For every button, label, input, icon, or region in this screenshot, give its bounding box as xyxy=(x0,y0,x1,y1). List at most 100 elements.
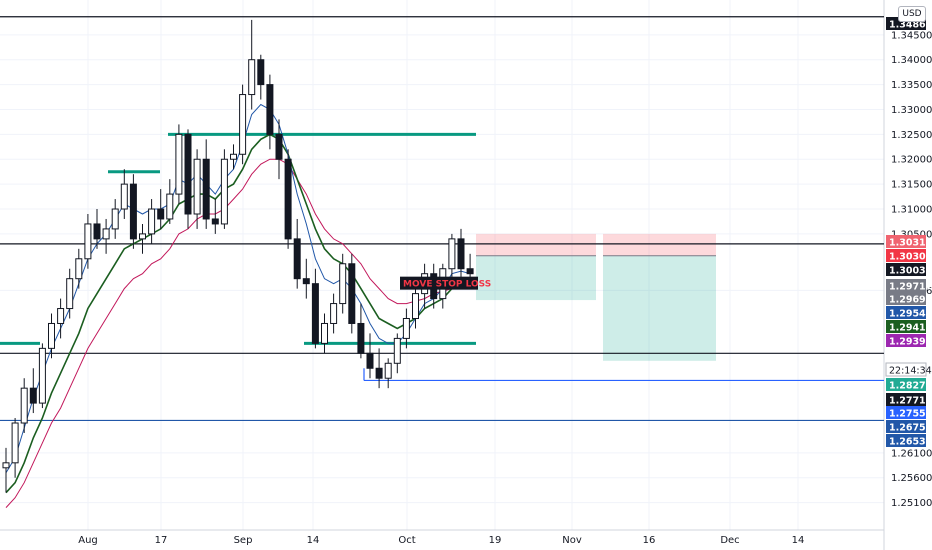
x-tick-label: Sep xyxy=(234,535,253,546)
price-tag xyxy=(886,279,926,292)
price-tag xyxy=(885,362,927,377)
candle-bearish xyxy=(284,158,292,240)
candle-bullish xyxy=(393,337,401,364)
price-tag-text: 1.29412 xyxy=(889,323,932,334)
y-tick-label: 1.33500 xyxy=(891,80,932,91)
price-tag-text: 1.29547 xyxy=(889,309,932,320)
price-tag xyxy=(886,263,926,276)
price-tag-text: 1.26537 xyxy=(889,437,932,448)
candle-bullish xyxy=(448,238,456,270)
x-tick-label: Dec xyxy=(720,535,739,546)
x-tick-label: 16 xyxy=(643,535,656,546)
candle-bearish xyxy=(129,183,137,240)
price-tag-text: 1.30317 xyxy=(889,238,932,249)
price-tag xyxy=(886,235,926,248)
price-tag-text: 1.26752 xyxy=(889,423,932,434)
y-tick-label: 1.33000 xyxy=(891,105,932,116)
y-tick-label: 1.25100 xyxy=(891,498,932,509)
price-tag xyxy=(886,292,926,305)
target-zone-box xyxy=(476,255,596,301)
candle-bullish xyxy=(148,208,156,235)
candle-bullish xyxy=(111,208,119,230)
candle-bullish xyxy=(230,153,237,160)
candle-bullish xyxy=(20,387,28,424)
candle-bullish xyxy=(321,322,328,344)
candle-bullish xyxy=(102,228,110,240)
x-tick-label: Aug xyxy=(78,535,98,546)
candle-bullish xyxy=(193,158,201,215)
candle-bullish xyxy=(412,293,419,319)
candle-bearish xyxy=(29,387,37,404)
candle-bullish xyxy=(175,133,183,195)
ema-line-green xyxy=(5,133,471,494)
candle-bullish xyxy=(84,223,92,260)
candle-bearish xyxy=(266,84,274,135)
candle-bearish xyxy=(257,59,265,86)
candle-bullish xyxy=(166,193,174,220)
price-tag-text: 1.29717 xyxy=(889,282,932,293)
y-tick-label: 1.30500 xyxy=(891,229,932,240)
price-tag-text: 22:14:34 xyxy=(889,366,932,377)
candle-bearish xyxy=(157,208,165,220)
x-tick-label: Oct xyxy=(398,535,415,546)
candle-bullish xyxy=(48,322,55,349)
candle-bearish xyxy=(375,367,383,379)
candle-bearish xyxy=(293,238,301,280)
price-tag xyxy=(886,406,926,419)
y-tick-label: 1.34500 xyxy=(891,30,932,41)
candle-bearish xyxy=(366,352,374,369)
candle-bullish xyxy=(66,278,74,310)
price-tag xyxy=(886,320,926,333)
candle-bearish xyxy=(457,238,465,270)
y-tick-label: 1.32500 xyxy=(891,130,932,141)
candle-bullish xyxy=(220,158,228,225)
candle-bearish xyxy=(348,263,356,324)
target-zone-box xyxy=(603,255,716,361)
candle-bearish xyxy=(357,322,365,354)
candle-bearish xyxy=(311,283,319,344)
price-tag-text: 1.30300 xyxy=(889,252,932,263)
y-tick-label: 1.25600 xyxy=(891,473,932,484)
price-tag xyxy=(886,306,926,319)
candle-bullish xyxy=(248,59,256,96)
y-tick-label: 1.32000 xyxy=(891,155,932,166)
candle-bullish xyxy=(384,362,392,379)
price-tag-text: 1.34863 xyxy=(889,20,932,31)
candle-bullish xyxy=(339,263,347,305)
price-tag-text: 1.28278 xyxy=(889,381,932,392)
candle-bearish xyxy=(466,268,474,275)
candle-bearish xyxy=(275,133,283,160)
candle-bearish xyxy=(211,218,219,225)
price-tag xyxy=(886,393,926,406)
y-tick-label: 1.31000 xyxy=(891,205,932,216)
annotation-text: MOVE STOP LOSS xyxy=(403,280,491,290)
price-tag-text: 1.27555 xyxy=(889,409,932,420)
x-tick-label: 14 xyxy=(307,535,320,546)
candle-bullish xyxy=(139,233,146,240)
price-tag-text: 1.30037 xyxy=(889,266,932,277)
candle-bearish xyxy=(93,223,101,240)
candle-bearish xyxy=(184,133,192,215)
candle-bullish xyxy=(120,183,128,210)
candle-bullish xyxy=(75,258,83,280)
annotation-background xyxy=(400,276,478,290)
ema-line-blue xyxy=(5,103,471,474)
x-tick-label: 17 xyxy=(155,535,168,546)
candle-bullish xyxy=(2,462,10,469)
x-tick-label: 19 xyxy=(489,535,502,546)
price-tag xyxy=(886,434,926,447)
price-tag xyxy=(886,249,926,262)
x-tick-label: Nov xyxy=(562,535,582,546)
price-tag-text: 1.27719 xyxy=(889,396,932,407)
stop-zone-box xyxy=(476,233,596,256)
move-stop-loss-label: MOVE STOP LOSS xyxy=(400,276,491,290)
candle-bullish xyxy=(239,94,247,155)
currency-badge[interactable]: USD xyxy=(898,6,926,22)
candle-bullish xyxy=(330,303,338,324)
price-tag-text: 1.29697 xyxy=(889,295,932,306)
y-tick-label: 1.26100 xyxy=(891,448,932,459)
price-tag xyxy=(886,420,926,433)
price-tag-text: 1.29396 xyxy=(889,337,932,348)
stop-zone-box xyxy=(603,233,716,256)
